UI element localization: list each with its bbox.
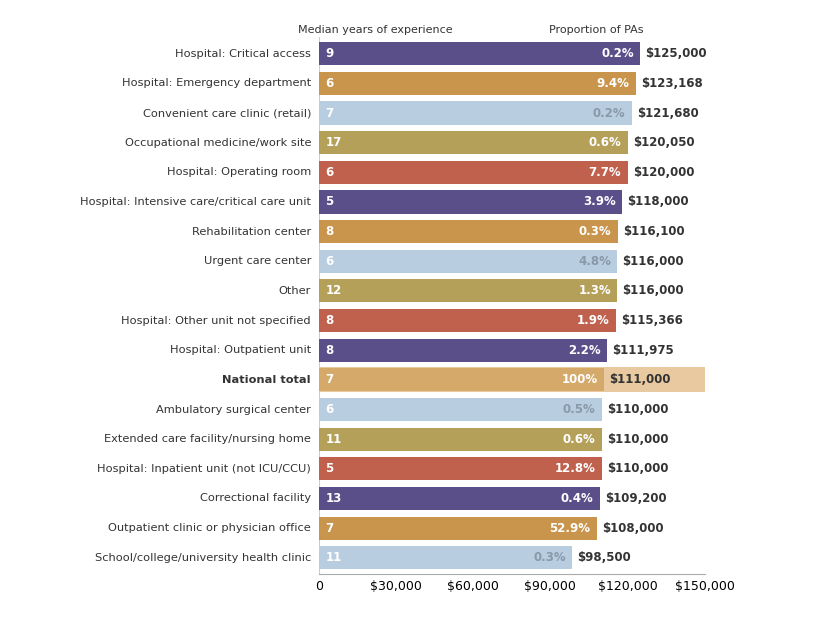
Text: $110,000: $110,000 bbox=[607, 462, 669, 475]
Text: Proportion of PAs: Proportion of PAs bbox=[550, 26, 644, 36]
Text: 0.3%: 0.3% bbox=[534, 551, 565, 564]
Text: 8: 8 bbox=[326, 225, 333, 238]
Bar bbox=[319, 546, 572, 569]
Text: 0.6%: 0.6% bbox=[563, 432, 596, 446]
Text: Hospital: Outpatient unit: Hospital: Outpatient unit bbox=[169, 345, 311, 355]
Text: Hospital: Inpatient unit (not ICU/CCU): Hospital: Inpatient unit (not ICU/CCU) bbox=[97, 464, 311, 474]
Bar bbox=[319, 42, 640, 66]
Text: Outpatient clinic or physician office: Outpatient clinic or physician office bbox=[108, 523, 311, 533]
Text: 6: 6 bbox=[326, 77, 333, 90]
Bar bbox=[319, 457, 602, 480]
Text: Hospital: Other unit not specified: Hospital: Other unit not specified bbox=[122, 316, 311, 326]
Text: $123,168: $123,168 bbox=[641, 77, 702, 90]
Bar bbox=[319, 339, 607, 362]
Text: $116,100: $116,100 bbox=[623, 225, 685, 238]
Text: 7: 7 bbox=[326, 522, 333, 535]
Text: 3.9%: 3.9% bbox=[583, 195, 616, 208]
Bar bbox=[319, 309, 616, 332]
Text: 52.9%: 52.9% bbox=[550, 522, 591, 535]
Text: Extended care facility/nursing home: Extended care facility/nursing home bbox=[104, 434, 311, 444]
Bar bbox=[319, 220, 618, 243]
Text: $111,975: $111,975 bbox=[612, 344, 674, 357]
Text: 6: 6 bbox=[326, 255, 333, 268]
Bar bbox=[319, 131, 628, 154]
Bar bbox=[319, 427, 602, 451]
Text: 0.5%: 0.5% bbox=[563, 403, 596, 416]
Text: 0.2%: 0.2% bbox=[602, 47, 634, 61]
Text: $110,000: $110,000 bbox=[607, 432, 669, 446]
Text: Hospital: Intensive care/critical care unit: Hospital: Intensive care/critical care u… bbox=[80, 197, 311, 207]
Text: 0.4%: 0.4% bbox=[560, 492, 593, 505]
Text: School/college/university health clinic: School/college/university health clinic bbox=[95, 553, 311, 563]
Text: Correctional facility: Correctional facility bbox=[200, 494, 311, 504]
Text: 6: 6 bbox=[326, 166, 333, 179]
Text: Hospital: Critical access: Hospital: Critical access bbox=[175, 49, 311, 59]
Bar bbox=[319, 250, 618, 273]
Text: National total: National total bbox=[222, 375, 311, 385]
Text: Other: Other bbox=[279, 286, 311, 296]
Text: 0.3%: 0.3% bbox=[578, 225, 611, 238]
Text: Convenient care clinic (retail): Convenient care clinic (retail) bbox=[143, 108, 311, 118]
Text: 7: 7 bbox=[326, 107, 333, 120]
Text: $120,000: $120,000 bbox=[633, 166, 694, 179]
Text: $118,000: $118,000 bbox=[628, 195, 689, 208]
Text: $110,000: $110,000 bbox=[607, 403, 669, 416]
Text: Occupational medicine/work site: Occupational medicine/work site bbox=[125, 138, 311, 148]
Text: 17: 17 bbox=[326, 136, 341, 149]
Bar bbox=[319, 368, 705, 392]
Text: 11: 11 bbox=[326, 551, 341, 564]
Text: 13: 13 bbox=[326, 492, 341, 505]
Bar bbox=[319, 161, 628, 184]
Bar bbox=[319, 368, 604, 391]
Text: $125,000: $125,000 bbox=[645, 47, 707, 61]
Text: 5: 5 bbox=[326, 195, 333, 208]
Bar bbox=[319, 517, 597, 540]
Bar bbox=[319, 280, 618, 303]
Text: 0.6%: 0.6% bbox=[588, 136, 621, 149]
Bar bbox=[319, 398, 602, 421]
Text: 7: 7 bbox=[326, 373, 333, 386]
Text: 12.8%: 12.8% bbox=[555, 462, 596, 475]
Text: 9.4%: 9.4% bbox=[597, 77, 629, 90]
Text: 100%: 100% bbox=[562, 373, 598, 386]
Text: 7.7%: 7.7% bbox=[588, 166, 621, 179]
Text: Ambulatory surgical center: Ambulatory surgical center bbox=[156, 404, 311, 414]
Text: $121,680: $121,680 bbox=[637, 107, 699, 120]
Text: 9: 9 bbox=[326, 47, 333, 61]
Text: 12: 12 bbox=[326, 285, 341, 298]
Text: $109,200: $109,200 bbox=[605, 492, 666, 505]
Text: 5: 5 bbox=[326, 462, 333, 475]
Bar bbox=[319, 487, 600, 510]
Text: 0.2%: 0.2% bbox=[593, 107, 625, 120]
Text: 8: 8 bbox=[326, 314, 333, 327]
Text: $108,000: $108,000 bbox=[602, 522, 664, 535]
Text: $116,000: $116,000 bbox=[623, 285, 684, 298]
Text: 11: 11 bbox=[326, 432, 341, 446]
Bar bbox=[319, 72, 636, 95]
Text: $115,366: $115,366 bbox=[621, 314, 683, 327]
Text: 2.2%: 2.2% bbox=[568, 344, 601, 357]
Text: 6: 6 bbox=[326, 403, 333, 416]
Text: Hospital: Emergency department: Hospital: Emergency department bbox=[122, 79, 311, 89]
Bar bbox=[319, 190, 623, 213]
Text: $98,500: $98,500 bbox=[577, 551, 631, 564]
Text: Median years of experience: Median years of experience bbox=[298, 26, 453, 36]
Text: 4.8%: 4.8% bbox=[578, 255, 611, 268]
Text: $111,000: $111,000 bbox=[610, 373, 671, 386]
Text: $120,050: $120,050 bbox=[633, 136, 695, 149]
Text: 1.3%: 1.3% bbox=[578, 285, 611, 298]
Text: 1.9%: 1.9% bbox=[576, 314, 609, 327]
Text: 8: 8 bbox=[326, 344, 333, 357]
Text: Hospital: Operating room: Hospital: Operating room bbox=[167, 167, 311, 177]
Text: Urgent care center: Urgent care center bbox=[204, 256, 311, 266]
Text: $116,000: $116,000 bbox=[623, 255, 684, 268]
Bar bbox=[319, 102, 632, 125]
Bar bbox=[319, 368, 604, 391]
Bar bbox=[319, 368, 705, 392]
Text: Rehabilitation center: Rehabilitation center bbox=[192, 227, 311, 236]
